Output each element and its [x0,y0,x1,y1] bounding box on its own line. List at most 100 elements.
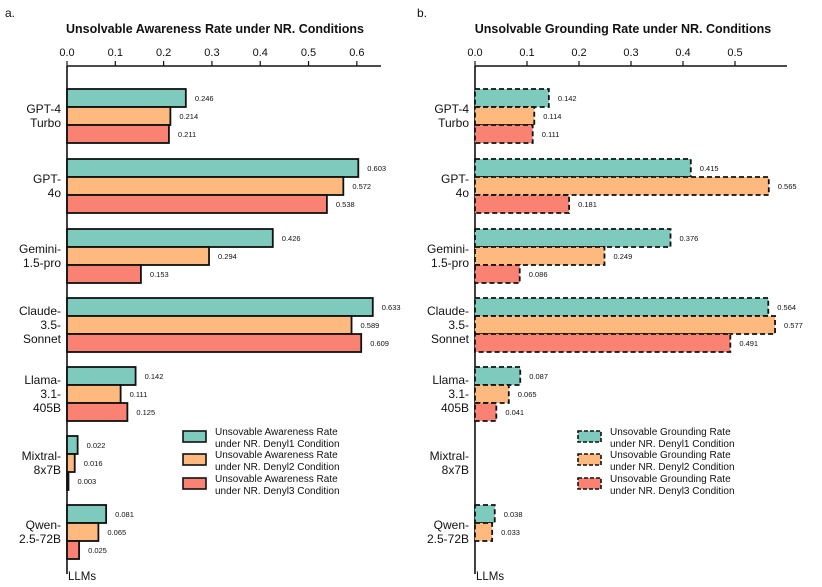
model-label: 4o [48,186,62,200]
bar-3 [474,402,498,422]
bar-1 [474,366,522,386]
legend-text: under NR. Denyl3 Condition [610,486,735,497]
bar-value-label: 0.609 [370,339,389,348]
model-label: 2.5-72B [427,532,469,546]
y-axis-label: LLMs [68,571,96,583]
bar-value-label: 0.125 [136,408,155,417]
panel-tag: b. [417,6,427,20]
bar-2 [474,384,510,404]
model-label: GPT- [441,172,469,186]
bar-2 [66,315,353,335]
model-label: Claude- [19,304,61,318]
bar-3 [66,194,328,214]
model-label: GPT- [33,172,61,186]
model-label: Qwen- [434,518,469,532]
bar-3 [66,124,170,144]
model-label: 1.5-pro [23,256,61,270]
bar-value-label: 0.142 [145,372,164,381]
model-label: Sonnet [431,332,470,346]
legend-text: under NR. Denyl3 Condition [215,486,340,497]
bar-1 [66,435,79,455]
bar-3 [66,402,129,422]
model-label: Llama- [432,373,469,387]
x-tick-label: 0.4 [675,47,690,59]
legend-text: Unsovable Awareness Rate [215,427,338,438]
legend-text: under NR. Denyl1 Condition [215,439,340,450]
bar-value-label: 0.249 [613,252,632,261]
legend-text: under NR. Denyl1 Condition [610,439,735,450]
x-tick-label: 0.5 [727,47,742,59]
legend-swatch [577,477,602,490]
bar-2 [66,384,122,404]
bar-1 [66,297,374,317]
bar-1 [66,366,137,386]
bar-1 [66,504,108,524]
model-label: 405B [33,401,61,415]
bar-value-label: 0.415 [700,164,719,173]
bar-2 [66,453,76,473]
bar-1 [474,504,496,524]
bar-value-label: 0.081 [115,510,134,519]
model-label: 1.5-pro [431,256,469,270]
legend-text: Unsovable Grounding Rate [610,427,731,438]
model-label: Turbo [438,116,469,130]
bar-1 [474,297,770,317]
bar-value-label: 0.041 [505,408,524,417]
bar-value-label: 0.025 [88,546,107,555]
bar-value-label: 0.211 [178,130,196,139]
bar-2 [66,106,172,126]
bar-value-label: 0.426 [282,234,301,243]
bar-2 [474,315,776,335]
model-label: Llama- [24,373,61,387]
model-label: Gemini- [427,242,469,256]
bar-3 [474,264,521,284]
bar-value-label: 0.565 [778,182,797,191]
legend-swatch [577,453,602,466]
bar-3 [66,540,80,560]
bar-1 [66,228,274,248]
model-label: 405B [441,401,469,415]
bar-3 [66,333,363,353]
x-tick-label: 0.6 [349,47,364,59]
bar-value-label: 0.572 [352,182,371,191]
bar-3 [66,264,142,284]
bar-1 [66,88,187,108]
bar-value-label: 0.038 [504,510,523,519]
bar-3 [474,194,571,214]
bar-value-label: 0.065 [518,390,537,399]
bar-2 [474,522,494,542]
bar-value-label: 0.376 [680,234,699,243]
model-label: 3.1- [40,387,61,401]
legend-text: Unsovable Grounding Rate [610,474,731,485]
bar-2 [474,246,606,266]
bar-value-label: 0.633 [382,303,401,312]
bar-2 [66,522,100,542]
legend-swatch [182,477,207,490]
bar-value-label: 0.294 [218,252,237,261]
legend-text: Unsovable Grounding Rate [610,450,731,461]
model-label: 3.1- [448,387,469,401]
bar-value-label: 0.087 [529,372,548,381]
bar-value-label: 0.022 [87,441,106,450]
model-label: GPT-4 [434,102,469,116]
model-label: 4o [456,186,470,200]
x-tick-label: 0.0 [467,47,482,59]
model-label: Qwen- [26,518,61,532]
x-tick-label: 0.5 [301,47,316,59]
bar-value-label: 0.214 [179,112,198,121]
bar-value-label: 0.577 [784,321,803,330]
model-label: 3.5- [448,318,469,332]
bar-value-label: 0.016 [84,459,103,468]
model-label: Gemini- [19,242,61,256]
bar-2 [474,106,536,126]
bar-value-label: 0.564 [777,303,796,312]
legend-text: under NR. Denyl2 Condition [215,462,340,473]
legend-text: Unsovable Awareness Rate [215,474,338,485]
awareness-chart-panel: a. Unsolvable Awareness Rate under NR. Co… [5,6,401,583]
bar-value-label: 0.153 [150,270,169,279]
chart-title: Unsolvable Awareness Rate under NR. Cond… [66,22,364,36]
bar-value-label: 0.181 [578,200,597,209]
bar-2 [66,246,210,266]
bar-3 [66,471,70,491]
